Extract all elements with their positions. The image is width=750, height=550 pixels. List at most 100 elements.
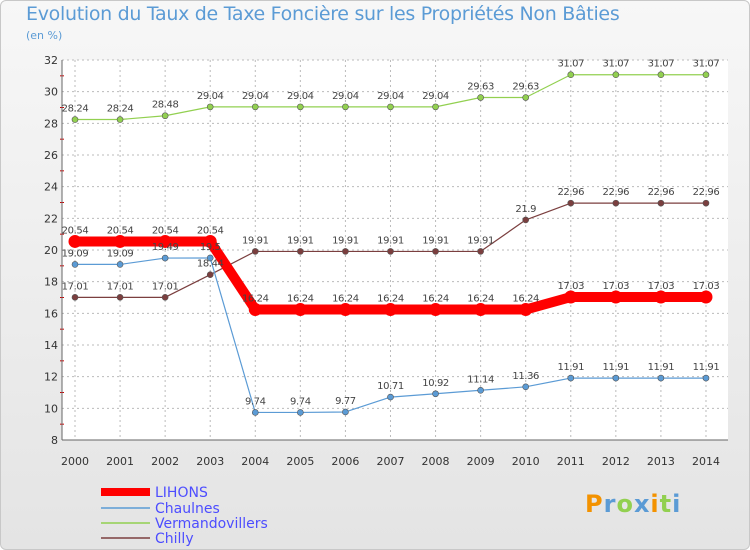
y-tick-label: 16 (44, 307, 58, 320)
data-point-vermandovillers (612, 71, 620, 79)
data-point-lihons (68, 234, 82, 248)
data-label-vermandovillers: 29.04 (287, 91, 314, 102)
x-tick-label: 2004 (241, 455, 269, 468)
data-point-vermandovillers (206, 103, 214, 111)
data-point-chaulnes (251, 409, 259, 416)
logo-letter: i (672, 490, 682, 518)
data-label-lihons: 20.54 (107, 225, 134, 236)
data-label-vermandovillers: 31.07 (693, 59, 720, 70)
data-point-chaulnes (432, 390, 439, 398)
logo-letter: t (659, 490, 673, 518)
x-tick-label: 2012 (602, 455, 630, 468)
data-label-chaulnes: 10.71 (377, 381, 404, 392)
data-label-vermandovillers: 29.04 (422, 91, 449, 102)
data-label-chilly: 19.91 (242, 235, 269, 246)
chart-subtitle: (en %) (26, 29, 63, 42)
data-point-chaulnes (612, 374, 620, 382)
data-point-chilly (477, 248, 484, 255)
data-point-vermandovillers (297, 103, 304, 111)
data-point-vermandovillers (657, 71, 665, 79)
data-point-lihons (699, 290, 713, 304)
data-label-chilly: 22.96 (648, 187, 675, 198)
data-point-vermandovillers (477, 94, 484, 101)
data-label-chilly: 19.91 (332, 235, 359, 246)
y-tick-label: 10 (44, 402, 58, 415)
y-tick-label: 8 (51, 434, 58, 447)
data-label-chilly: 19.91 (422, 235, 449, 246)
data-point-lihons (338, 303, 352, 317)
data-label-chaulnes: 11.91 (693, 362, 720, 373)
data-label-chaulnes: 9.74 (245, 396, 266, 407)
data-point-chilly (161, 294, 169, 301)
data-point-vermandovillers (567, 71, 575, 79)
data-point-lihons (519, 303, 533, 317)
y-tick-label: 32 (44, 54, 58, 67)
y-tick-label: 24 (44, 181, 58, 194)
y-tick-label: 26 (44, 149, 58, 162)
data-point-lihons (293, 303, 307, 317)
data-label-vermandovillers: 29.63 (467, 82, 494, 93)
data-point-chaulnes (522, 383, 530, 391)
data-label-lihons: 16.24 (377, 294, 404, 305)
data-label-chaulnes: 11.14 (467, 374, 494, 385)
data-label-lihons: 16.24 (242, 294, 269, 305)
data-label-chaulnes: 9.77 (335, 396, 356, 407)
logo-letter: r (603, 490, 617, 518)
data-point-chilly (206, 271, 214, 279)
data-label-chaulnes: 19.09 (62, 248, 89, 259)
y-tick-label: 18 (44, 276, 58, 289)
chart-title: Evolution du Taux de Taxe Foncière sur l… (26, 3, 620, 25)
data-label-chilly: 21.9 (515, 204, 536, 215)
legend-label-chilly: Chilly (155, 531, 194, 547)
data-point-lihons (474, 303, 488, 317)
data-label-chilly: 18.44 (197, 259, 224, 270)
legend-label-chaulnes: Chaulnes (155, 501, 220, 517)
x-tick-label: 2005 (286, 455, 314, 468)
data-label-chaulnes: 11.91 (648, 362, 675, 373)
proxiti-logo: Proxiti (585, 490, 681, 518)
x-tick-label: 2014 (692, 455, 720, 468)
data-label-chaulnes: 19.5 (200, 242, 221, 253)
x-tick-label: 2003 (196, 455, 224, 468)
data-label-chaulnes: 11.91 (557, 362, 584, 373)
data-point-chaulnes (297, 409, 304, 416)
data-point-chilly (116, 294, 124, 301)
x-tick-label: 2007 (376, 455, 404, 468)
data-point-chilly (702, 199, 710, 207)
data-label-chilly: 17.01 (107, 281, 134, 292)
data-point-vermandovillers (387, 103, 394, 111)
x-tick-label: 2010 (512, 455, 540, 468)
data-label-lihons: 17.03 (557, 281, 584, 292)
data-point-chilly (342, 248, 349, 255)
data-point-vermandovillers (116, 116, 124, 123)
data-point-lihons (564, 290, 578, 304)
data-point-vermandovillers (251, 103, 259, 111)
data-point-vermandovillers (522, 94, 530, 101)
data-point-chilly (522, 216, 530, 224)
data-label-lihons: 17.03 (693, 281, 720, 292)
data-point-chilly (71, 294, 79, 301)
data-label-lihons: 16.24 (467, 294, 494, 305)
y-tick-label: 22 (44, 212, 58, 225)
data-point-chilly (297, 248, 304, 255)
data-label-chilly: 19.91 (467, 235, 494, 246)
data-label-chaulnes: 10.92 (422, 378, 449, 389)
x-tick-label: 2006 (331, 455, 359, 468)
y-tick-label: 28 (44, 117, 58, 130)
data-point-chilly (657, 199, 665, 207)
data-label-chaulnes: 11.36 (512, 371, 539, 382)
data-label-vermandovillers: 31.07 (603, 59, 630, 70)
data-label-chaulnes: 9.74 (290, 396, 311, 407)
data-label-chaulnes: 19.09 (107, 248, 134, 259)
data-point-chaulnes (206, 254, 214, 262)
data-label-chilly: 22.96 (603, 187, 630, 198)
data-label-lihons: 20.54 (152, 225, 179, 236)
data-point-chilly (432, 248, 439, 255)
data-point-lihons (429, 303, 443, 317)
logo-letter: o (616, 490, 634, 518)
data-point-chilly (612, 199, 620, 207)
data-label-chilly: 17.01 (152, 281, 179, 292)
data-label-vermandovillers: 29.04 (332, 91, 359, 102)
y-tick-label: 30 (44, 86, 58, 99)
data-point-chilly (251, 248, 259, 255)
